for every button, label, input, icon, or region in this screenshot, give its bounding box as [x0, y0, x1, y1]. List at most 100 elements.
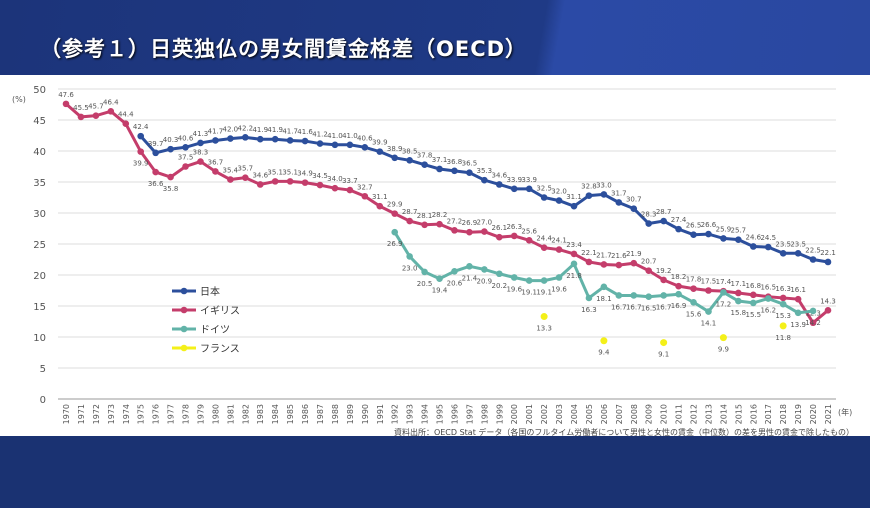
x-tick-label: 1982 — [241, 404, 250, 424]
data-label: 20.5 — [417, 280, 433, 288]
y-tick-label: 35 — [33, 178, 46, 189]
data-label: 16.1 — [790, 286, 806, 294]
data-label: 20.9 — [477, 277, 493, 285]
x-tick-label: 2012 — [690, 404, 699, 424]
x-tick-label: 1980 — [211, 404, 220, 424]
data-label: 17.1 — [731, 280, 747, 288]
data-label: 27.0 — [477, 219, 493, 227]
data-point — [137, 148, 145, 155]
data-label: 35.3 — [477, 167, 493, 175]
x-tick-label: 2005 — [585, 404, 594, 424]
data-point — [122, 120, 130, 128]
data-point — [241, 134, 249, 141]
x-tick-label: 2008 — [630, 404, 639, 424]
data-label: 16.5 — [641, 305, 657, 313]
data-label: 14.1 — [701, 320, 717, 328]
data-label: 22.1 — [820, 249, 836, 257]
data-label: 22.1 — [581, 249, 597, 257]
y-tick-label: 5 — [40, 364, 46, 375]
data-label: 26.9 — [462, 219, 478, 227]
x-tick-label: 2016 — [749, 404, 758, 424]
data-point — [495, 233, 503, 241]
x-tick-label: 1973 — [107, 404, 116, 424]
data-label: 28.2 — [432, 211, 448, 219]
data-point — [660, 276, 667, 284]
data-label: 33.9 — [506, 176, 522, 184]
data-label: 42.2 — [237, 124, 253, 132]
data-point — [466, 263, 473, 270]
data-point — [600, 337, 608, 345]
data-point — [466, 228, 473, 236]
x-tick-label: 1983 — [256, 404, 265, 424]
data-point — [137, 132, 145, 140]
data-point — [720, 289, 727, 296]
data-point — [660, 292, 667, 299]
legend-marker — [180, 344, 188, 352]
data-point — [764, 243, 772, 251]
data-label: 30.7 — [626, 196, 642, 204]
data-label: 19.4 — [432, 287, 448, 295]
data-label: 20.6 — [447, 279, 463, 287]
data-label: 32.8 — [581, 183, 597, 191]
data-point — [555, 246, 563, 253]
data-point — [660, 217, 667, 225]
data-point — [735, 297, 742, 305]
data-point — [809, 307, 817, 315]
data-point — [600, 283, 608, 291]
x-tick-label: 1992 — [391, 404, 400, 424]
data-point — [585, 258, 593, 266]
x-tick-label: 1987 — [316, 404, 325, 424]
data-label: 34.6 — [491, 171, 507, 179]
x-axis-label: (年) — [838, 407, 852, 417]
data-label: 21.4 — [462, 274, 478, 282]
data-label: 17.4 — [716, 278, 732, 286]
data-point — [495, 181, 503, 188]
data-point — [406, 157, 413, 164]
data-point — [749, 299, 757, 307]
data-label: 41.7 — [282, 127, 298, 135]
data-label: 28.7 — [402, 208, 418, 216]
x-tick-label: 2019 — [794, 404, 803, 424]
data-point — [705, 287, 712, 294]
x-tick-label: 1997 — [465, 404, 474, 424]
data-point — [286, 178, 294, 185]
data-label: 40.6 — [178, 134, 194, 142]
data-label: 16.3 — [581, 306, 597, 314]
data-point — [675, 282, 682, 290]
data-label: 20.7 — [641, 258, 657, 266]
data-point — [720, 235, 727, 242]
data-point — [615, 292, 623, 299]
data-label: 27.4 — [671, 216, 687, 224]
data-point — [421, 268, 428, 276]
data-label: 16.8 — [745, 282, 761, 290]
data-label: 39.9 — [372, 139, 388, 147]
data-label: 16.9 — [671, 302, 687, 310]
data-label: 41.7 — [208, 127, 224, 135]
y-tick-label: 20 — [33, 271, 46, 282]
data-label: 21.7 — [596, 251, 612, 259]
data-point — [182, 143, 189, 151]
data-label: 28.7 — [656, 208, 672, 216]
x-tick-label: 1976 — [152, 404, 161, 424]
x-tick-label: 2017 — [764, 404, 773, 424]
data-label: 36.5 — [462, 160, 478, 168]
data-point — [809, 319, 817, 327]
data-label: 24.4 — [536, 235, 552, 243]
data-label: 35.4 — [223, 167, 239, 175]
data-point — [764, 295, 772, 302]
data-label: 13.3 — [536, 325, 552, 333]
data-point — [152, 168, 159, 176]
data-point — [645, 220, 653, 227]
data-point — [256, 135, 264, 143]
data-point — [92, 112, 100, 119]
data-label: 9.1 — [658, 351, 669, 359]
x-tick-label: 2009 — [645, 404, 654, 424]
data-label: 34.5 — [312, 172, 328, 180]
data-point — [779, 250, 787, 257]
data-point — [794, 309, 802, 317]
data-label: 16.3 — [775, 285, 791, 293]
data-label: 23.0 — [402, 264, 418, 272]
data-point — [570, 260, 578, 268]
data-label: 31.1 — [566, 193, 582, 201]
data-point — [346, 141, 354, 149]
